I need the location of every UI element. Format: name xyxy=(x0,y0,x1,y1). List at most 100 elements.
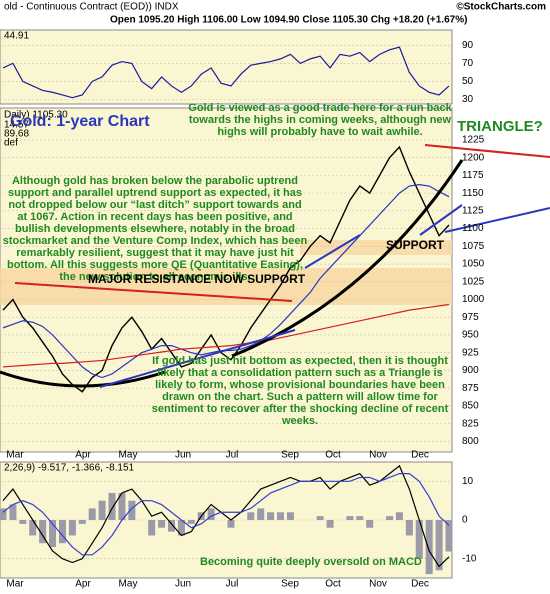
histogram-bar xyxy=(187,520,195,524)
y-tick-label: 70 xyxy=(462,58,474,69)
series-line xyxy=(2,46,450,99)
header-title: old - Continuous Contract (EOD)) INDX xyxy=(4,2,179,13)
histogram-bar xyxy=(356,516,364,520)
x-tick-label: Jul xyxy=(226,579,239,590)
histogram-bar xyxy=(257,508,265,520)
uptrend-chan xyxy=(304,234,361,269)
histogram-bar xyxy=(29,520,37,536)
annotation: MAJOR RESISTANCE NOW SUPPORT xyxy=(88,272,306,286)
histogram-bar xyxy=(128,500,136,520)
parabola-low xyxy=(0,370,166,388)
annotation: Although gold has broken below the parab… xyxy=(2,175,308,283)
x-tick-label: Sep xyxy=(281,450,299,461)
uptrend-low xyxy=(99,329,296,388)
annotation: Becoming quite deeply oversold on MACD xyxy=(200,556,422,568)
histogram-bar xyxy=(395,512,403,520)
histogram-bar xyxy=(0,508,7,520)
source: ©StockCharts.com xyxy=(456,2,546,13)
y-tick-label: 1100 xyxy=(462,223,484,234)
histogram-bar xyxy=(108,492,116,520)
x-tick-label: May xyxy=(119,579,138,590)
price-legend: Daily) 1105.30 xyxy=(4,110,68,121)
histogram-bar xyxy=(267,512,275,520)
y-tick-label: 1125 xyxy=(462,205,484,216)
histogram-bar xyxy=(247,512,255,520)
annotation: Gold is viewed as a good trade here for … xyxy=(188,102,452,138)
x-tick-label: Sep xyxy=(281,579,299,590)
histogram-bar xyxy=(415,520,423,559)
y-tick-label: 825 xyxy=(462,418,479,429)
y-tick-label: 30 xyxy=(462,94,474,105)
y-tick-label: 10 xyxy=(462,476,474,487)
x-tick-label: Oct xyxy=(325,579,341,590)
x-tick-label: Jul xyxy=(226,450,239,461)
x-tick-label: Dec xyxy=(411,579,429,590)
parabola-up xyxy=(231,159,464,358)
y-tick-label: 1225 xyxy=(462,135,485,146)
histogram-bar xyxy=(366,520,374,528)
annotation: SUPPORT xyxy=(386,238,445,252)
histogram-bar xyxy=(277,512,285,520)
x-tick-label: May xyxy=(119,450,138,461)
price-legend: 14.57 xyxy=(4,120,29,131)
y-tick-label: 1075 xyxy=(462,241,485,252)
histogram-bar xyxy=(78,520,86,524)
histogram-bar xyxy=(148,520,156,536)
y-tick-label: 1175 xyxy=(462,170,484,181)
y-tick-label: 800 xyxy=(462,436,479,447)
x-tick-label: Jun xyxy=(175,579,191,590)
y-tick-label: 1025 xyxy=(462,276,485,287)
uptrend-end xyxy=(419,204,463,236)
y-tick-label: 90 xyxy=(462,40,474,51)
histogram-bar xyxy=(167,520,175,532)
y-tick-label: 0 xyxy=(462,515,468,526)
histogram-bar xyxy=(405,520,413,536)
histogram-bar xyxy=(58,520,66,544)
x-tick-label: Apr xyxy=(75,579,91,590)
histogram-bar xyxy=(386,516,394,520)
x-tick-label: Mar xyxy=(6,450,24,461)
support-band xyxy=(300,240,452,255)
y-tick-label: 975 xyxy=(462,312,479,323)
histogram-bar xyxy=(207,508,215,520)
macd-label: 2,26,9) -9.517, -1.366, -8.151 xyxy=(4,463,135,474)
annotation: If gold has just hit bottom as expected,… xyxy=(151,355,449,427)
triangle-bottom xyxy=(444,207,550,233)
resistance-line xyxy=(14,282,293,302)
series-line xyxy=(2,145,450,393)
histogram-bar xyxy=(118,492,126,520)
y-tick-label: 50 xyxy=(462,76,474,87)
series-line xyxy=(2,473,450,556)
y-tick-label: 900 xyxy=(462,365,479,376)
histogram-bar xyxy=(158,520,166,528)
x-tick-label: Jun xyxy=(175,450,191,461)
histogram-bar xyxy=(19,520,27,524)
histogram-bar xyxy=(435,520,443,571)
histogram-bar xyxy=(445,520,453,552)
quote: Open 1095.20 High 1106.00 Low 1094.90 Cl… xyxy=(110,15,467,26)
x-tick-label: Oct xyxy=(325,450,341,461)
histogram-bar xyxy=(425,520,433,575)
x-tick-label: Nov xyxy=(369,579,387,590)
series-line xyxy=(2,464,450,568)
histogram-bar xyxy=(68,520,76,536)
x-tick-label: Nov xyxy=(369,450,387,461)
triangle-top xyxy=(424,144,550,158)
histogram-bar xyxy=(98,500,106,520)
x-tick-label: Mar xyxy=(6,579,24,590)
y-tick-label: 1150 xyxy=(462,188,484,199)
histogram-bar xyxy=(286,512,294,520)
histogram-bar xyxy=(39,520,47,544)
y-tick-label: 925 xyxy=(462,347,479,358)
y-tick-label: -10 xyxy=(462,553,477,564)
trend-lines xyxy=(0,144,550,388)
y-tick-label: 1050 xyxy=(462,259,485,270)
series-line xyxy=(2,303,450,368)
price-legend: 89.68 xyxy=(4,129,29,140)
rsi-panel xyxy=(0,29,453,105)
y-tick-label: 850 xyxy=(462,401,479,412)
rsi-label: 44.91 xyxy=(4,31,29,42)
histogram-bar xyxy=(49,520,57,548)
